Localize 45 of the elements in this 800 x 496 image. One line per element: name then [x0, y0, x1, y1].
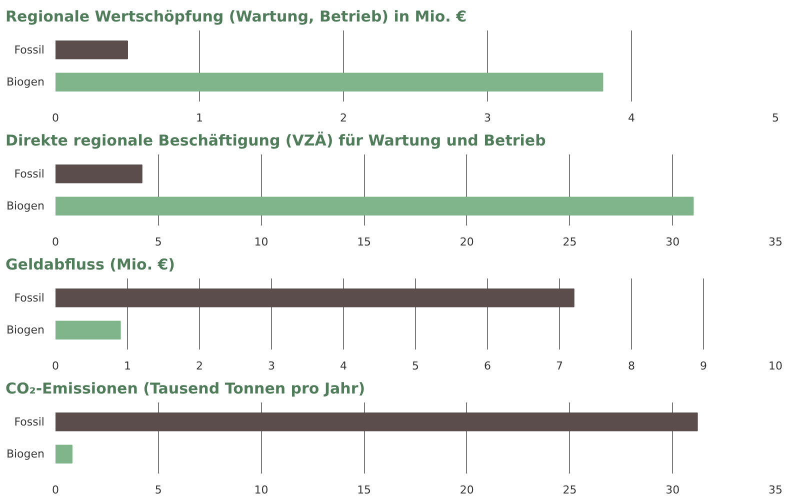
y-tick-label: Biogen	[6, 76, 45, 89]
x-tick-label: 5	[154, 484, 162, 496]
x-tick-label: 3	[268, 360, 275, 372]
x-tick-label: 15	[357, 236, 372, 248]
x-tick-label: 5	[772, 112, 779, 124]
x-tick-label: 4	[628, 112, 635, 124]
y-tick-label: Fossil	[14, 167, 45, 180]
x-tick-label: 5	[412, 360, 419, 372]
x-tick-label: 8	[628, 360, 635, 372]
x-tick-label: 30	[666, 236, 680, 248]
y-tick-label: Biogen	[6, 200, 45, 213]
y-tick-label: Biogen	[6, 448, 45, 461]
chart-title: CO₂-Emissionen (Tausend Tonnen pro Jahr)	[6, 380, 366, 398]
x-tick-label: 2	[340, 112, 347, 124]
x-tick-label: 0	[52, 236, 59, 248]
y-tick-label: Biogen	[6, 324, 45, 337]
y-tick-label: Fossil	[14, 43, 45, 56]
x-tick-label: 15	[357, 484, 372, 496]
y-tick-label: Fossil	[14, 291, 45, 304]
x-tick-label: 7	[556, 360, 563, 372]
x-tick-label: 4	[340, 360, 347, 372]
x-tick-label: 0	[52, 360, 59, 372]
x-tick-label: 5	[154, 236, 162, 248]
x-tick-label: 25	[562, 484, 577, 496]
x-tick-label: 1	[124, 360, 131, 372]
x-tick-label: 20	[460, 484, 474, 496]
x-tick-label: 10	[254, 484, 268, 496]
y-tick-label: Fossil	[14, 415, 45, 428]
x-tick-label: 25	[562, 236, 577, 248]
x-tick-label: 6	[484, 360, 491, 372]
x-tick-label: 3	[484, 112, 491, 124]
x-tick-label: 35	[768, 484, 782, 496]
x-tick-label: 30	[666, 484, 680, 496]
x-tick-label: 2	[196, 360, 203, 372]
x-tick-label: 9	[700, 360, 707, 372]
x-tick-label: 20	[460, 236, 474, 248]
x-tick-label: 0	[52, 112, 59, 124]
chart-title: Geldabfluss (Mio. €)	[6, 256, 176, 274]
chart-title: Direkte regionale Beschäftigung (VZÄ) für Wartung und Betrieb	[6, 132, 546, 150]
chart-title: Regionale Wertschöpfung (Wartung, Betrieb) in Mio. €	[6, 8, 467, 26]
x-tick-label: 0	[52, 484, 59, 496]
x-tick-label: 35	[768, 236, 782, 248]
x-tick-label: 10	[768, 360, 782, 372]
x-tick-label: 10	[254, 236, 268, 248]
x-tick-label: 1	[196, 112, 203, 124]
